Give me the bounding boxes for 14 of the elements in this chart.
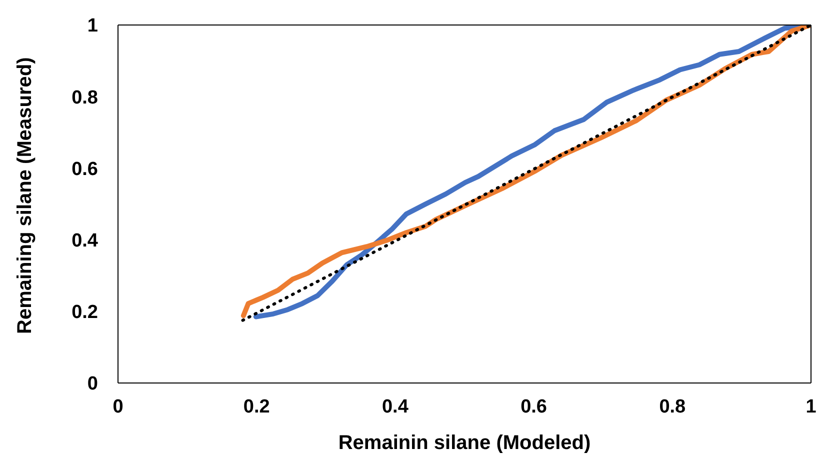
x-tick-label: 0.2 — [243, 396, 270, 418]
x-tick-label: 0.6 — [520, 396, 548, 418]
x-tick-label: 1 — [806, 396, 817, 418]
x-tick-label: 0.8 — [659, 396, 686, 418]
x-axis-title: Remainin silane (Modeled) — [338, 432, 591, 454]
y-tick-label: 1 — [87, 16, 98, 37]
y-tick-label: 0.2 — [72, 302, 98, 324]
y-tick-label: 0.8 — [72, 87, 98, 108]
x-tick-label: 0 — [112, 396, 124, 418]
y-tick-label: 0.6 — [72, 158, 98, 180]
y-axis-title: Remaining silane (Measured) — [14, 57, 36, 334]
x-tick-label: 0.4 — [382, 396, 409, 418]
y-tick-label: 0 — [87, 374, 98, 395]
y-tick-label: 0.4 — [72, 230, 98, 252]
